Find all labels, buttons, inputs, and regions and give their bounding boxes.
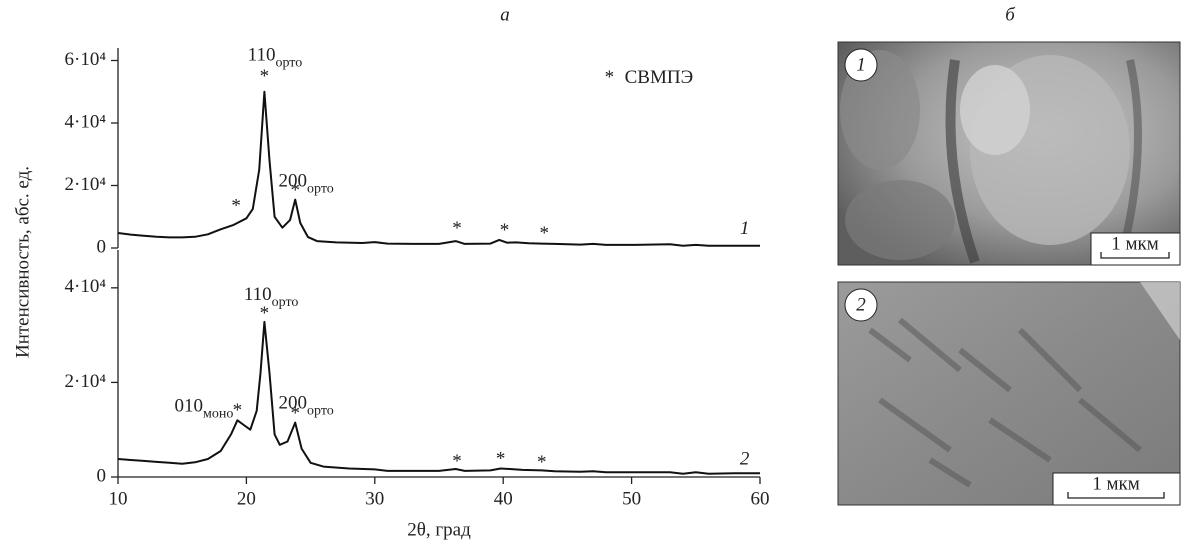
peak-marker: * [452,451,462,472]
peak-marker: * [540,223,550,244]
annotation-subscript: орто [307,182,334,197]
scale-bar-label: 1 мкм [1092,473,1140,494]
x-tick-label: 40 [494,488,513,509]
peak-marker: * [233,400,243,421]
annotation: 200орто [279,393,334,419]
x-axis-label: 2θ, град [407,519,471,540]
annotation: 110орто [244,284,299,310]
annotation-text: 200 [279,171,308,192]
y-tick-label: 6·10⁴ [65,49,107,70]
scale-bar-label: 1 мкм [1111,233,1159,254]
y-tick-label: 4·10⁴ [65,111,107,132]
x-tick-label: 20 [237,488,256,509]
y-tick-label: 4·10⁴ [65,276,107,297]
x-tick-label: 10 [109,488,128,509]
peak-marker: * [500,220,510,241]
panel-label: а [500,4,510,25]
peak-marker: * [260,303,270,324]
annotation: 110орто [248,45,303,71]
y-tick-label: 0 [97,465,107,486]
micrograph [837,281,1181,506]
micrograph-label: 1 2 [844,48,878,322]
annotation-text: 110 [248,45,276,66]
annotation-text: 110 [244,284,272,305]
y-tick-label: 0 [97,236,107,257]
panel-label: б [1005,4,1016,25]
annotation-subscript: орто [307,404,334,419]
y-tick-label: 2·10⁴ [65,174,107,195]
micrograph [837,41,1181,266]
x-tick-label: 30 [365,488,384,509]
curve-label: 2 [740,448,750,469]
annotation-text: 010 [174,396,203,417]
annotation: 010моно [174,396,233,422]
annotation-subscript: орто [275,56,302,71]
curve-label: 1 [740,218,750,239]
peak-marker: * [290,403,300,424]
peak-marker: * [260,66,270,87]
peak-marker: * [231,196,241,217]
legend-text: СВМПЭ [625,67,694,88]
scale-bar: 1 мкм 1 мкм [1052,232,1181,506]
y-axis-label: Интенсивность, абс. ед. [12,166,33,358]
peak-marker: * [452,218,462,239]
annotation-text: 200 [279,393,308,414]
annotation-subscript: моно [203,407,233,422]
peak-marker: * [537,452,547,473]
micrograph-number: 1 [856,54,866,75]
micrograph-number: 2 [856,294,866,315]
data-line [117,320,760,475]
annotation-subscript: орто [272,295,299,310]
data-line [117,90,760,247]
peak-marker: * [496,448,506,469]
peak-marker: * [290,180,300,201]
x-tick-label: 60 [751,488,770,509]
y-tick-label: 2·10⁴ [65,371,107,392]
annotation: 200орто [279,171,334,197]
legend-marker: * [605,67,615,88]
x-tick-label: 50 [622,488,641,509]
